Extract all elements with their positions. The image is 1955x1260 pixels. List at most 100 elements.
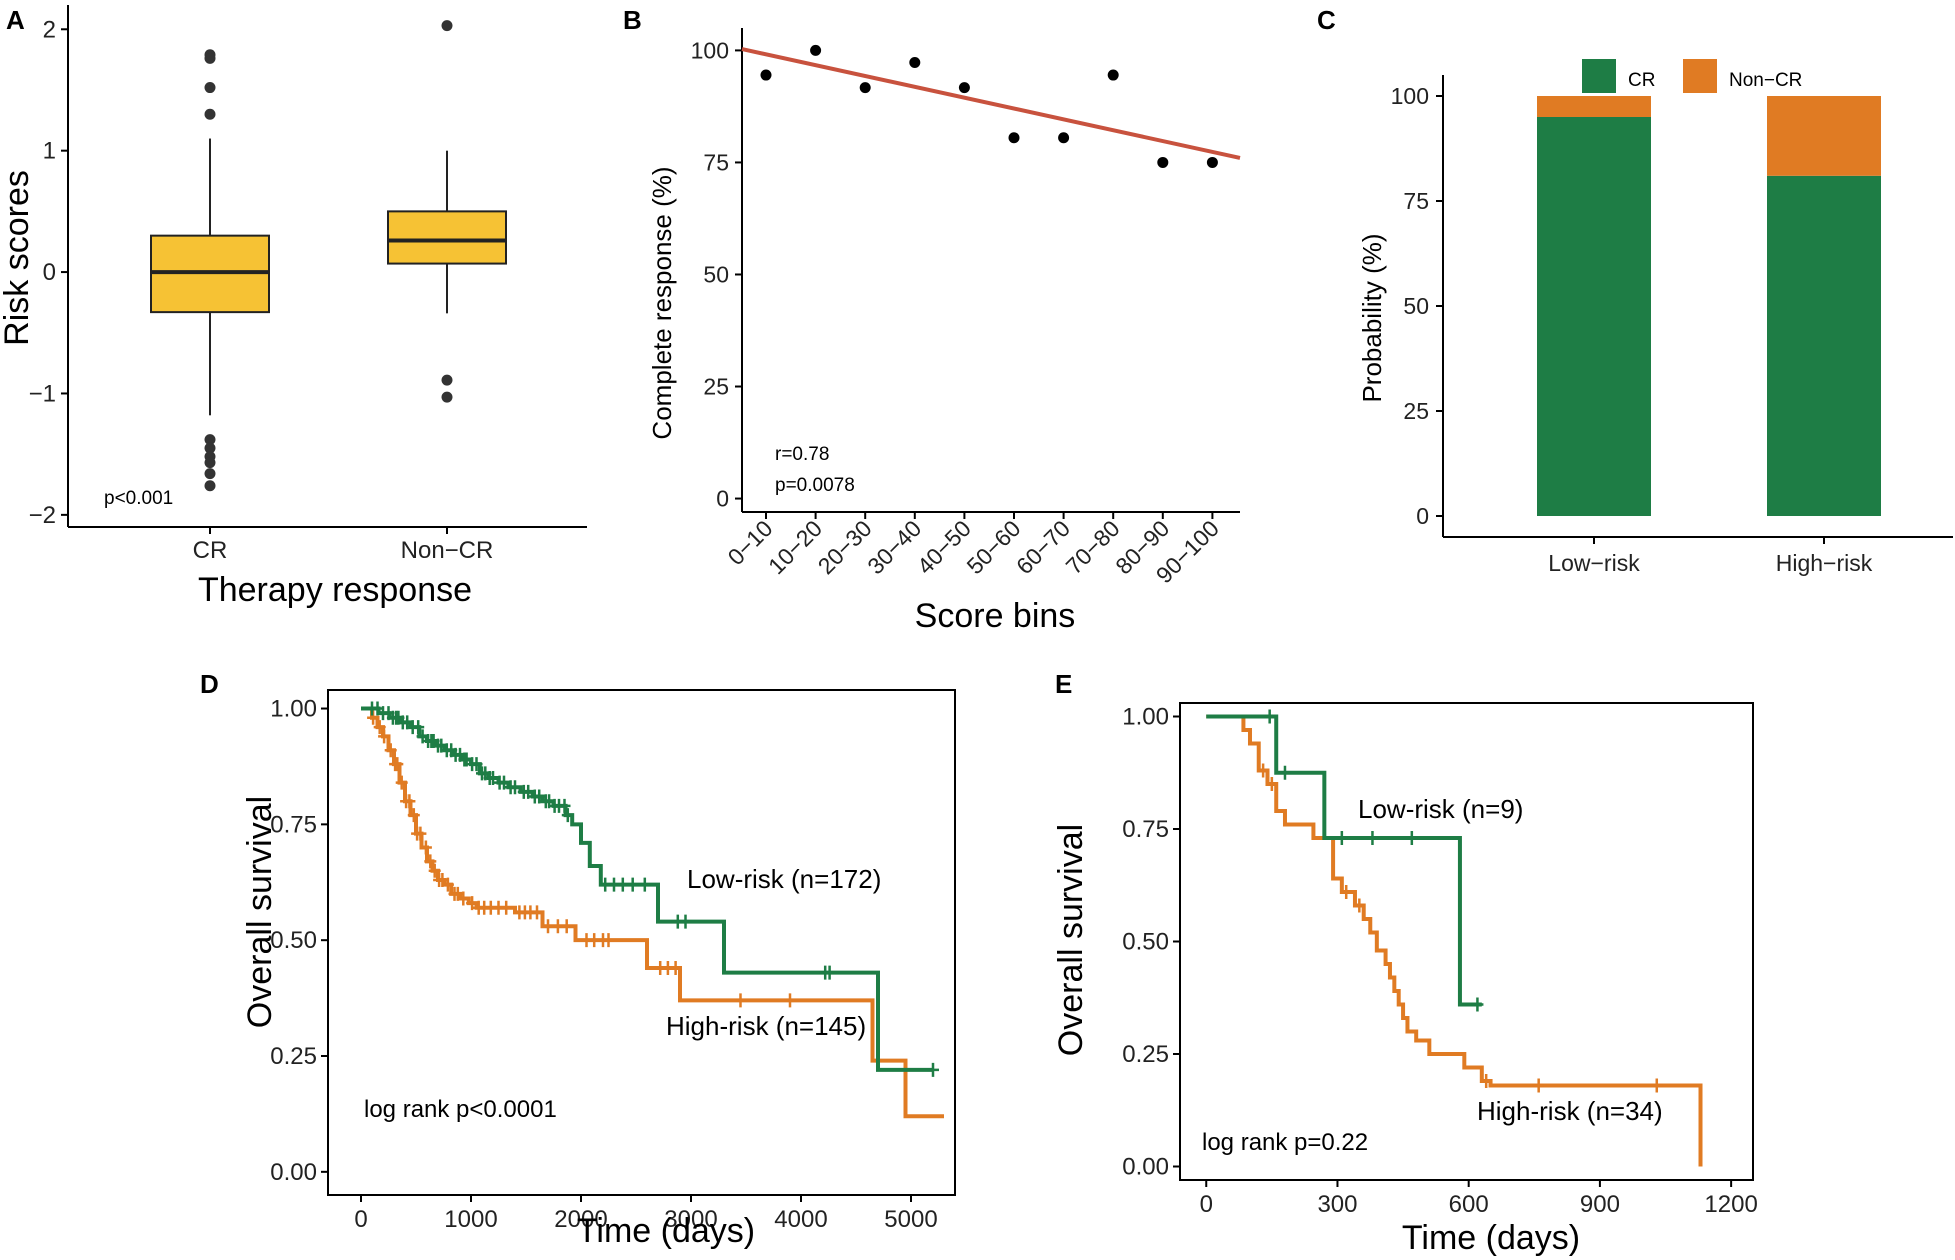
data-point xyxy=(909,57,921,69)
y-axis-title: Complete response (%) xyxy=(647,166,677,439)
y-tick-label: 0.00 xyxy=(270,1159,317,1186)
censor-mark xyxy=(1532,1078,1545,1093)
data-point xyxy=(760,69,772,81)
censor-mark xyxy=(457,891,470,906)
y-axis-title: Overall survival xyxy=(241,796,279,1028)
outlier-point xyxy=(204,108,216,120)
y-tick-label: −1 xyxy=(29,380,56,407)
panel-d-survival-plot: 0.00 0.25 0.50 0.75 1.00 0 1000 2000 3000 4000 50… xyxy=(241,689,956,1250)
censor-mark xyxy=(522,784,535,799)
x-tick-label: 20−30 xyxy=(813,515,877,579)
data-point xyxy=(1008,132,1020,144)
legend: CR Non−CR xyxy=(1582,59,1802,93)
x-tick-label: 10−20 xyxy=(763,515,827,579)
panel-c-stacked-bar-chart: 0 25 50 75 100 Low−risk High−risk CR Non−CR P… xyxy=(1357,59,1953,576)
censor-mark xyxy=(373,720,386,735)
data-point xyxy=(1107,69,1119,81)
x-tick-label: 3000 xyxy=(664,1206,717,1233)
censor-mark xyxy=(378,729,391,744)
censor-mark xyxy=(734,993,747,1008)
censor-mark xyxy=(1471,997,1484,1012)
x-tick-label: 0 xyxy=(1200,1191,1213,1218)
censor-mark xyxy=(1278,765,1291,780)
panel-e-survival-plot: 0.00 0.25 0.50 0.75 1.00 0 300 600 900 1200 Low-… xyxy=(1052,702,1758,1257)
y-tick-label: 0.25 xyxy=(270,1043,317,1070)
x-tick-label: 0 xyxy=(354,1206,367,1233)
censor-mark xyxy=(466,896,479,911)
y-tick-label: 0.50 xyxy=(270,927,317,954)
box-iqr xyxy=(387,210,507,265)
y-tick-label: 25 xyxy=(703,374,729,400)
panel-a-box-plot: −2 −1 0 1 2 CR Non−CR p<0.001 Therapy respons… xyxy=(0,5,587,609)
y-tick-label: 0.75 xyxy=(1122,816,1169,843)
outlier-point xyxy=(204,52,216,64)
correlation-annotation: r=0.78 xyxy=(775,444,829,465)
censor-mark xyxy=(384,743,397,758)
y-tick-label: 0.25 xyxy=(1122,1041,1169,1068)
y-tick-label: 75 xyxy=(703,149,729,175)
censor-mark xyxy=(626,877,639,892)
y-tick-label: 0 xyxy=(1416,503,1429,529)
bar-segment-non-cr xyxy=(1767,96,1881,176)
censor-mark xyxy=(602,933,615,948)
y-tick-label: 1.00 xyxy=(270,696,317,723)
legend-swatch-non-cr xyxy=(1683,59,1717,93)
censor-mark xyxy=(1650,1078,1663,1093)
x-axis-title: Time (days) xyxy=(577,1212,755,1250)
low-risk-group-label: Low-risk (n=9) xyxy=(1358,794,1523,824)
legend-label-non-cr: Non−CR xyxy=(1729,70,1802,91)
y-tick-label: 1 xyxy=(43,138,56,165)
y-tick-label: −2 xyxy=(29,502,56,529)
legend-swatch-cr xyxy=(1582,59,1616,93)
censor-mark xyxy=(407,808,420,823)
outlier-point xyxy=(204,468,216,480)
x-tick-label: 4000 xyxy=(774,1206,827,1233)
censor-mark xyxy=(1340,885,1353,899)
y-tick-label: 50 xyxy=(703,261,729,287)
panel-label-a: A xyxy=(6,5,25,35)
panel-label-e: E xyxy=(1055,669,1072,699)
censor-mark xyxy=(395,775,408,790)
censor-mark xyxy=(487,771,499,786)
bar-segment-non-cr xyxy=(1537,96,1651,117)
censor-mark xyxy=(531,905,543,920)
x-tick-label: Low−risk xyxy=(1548,550,1640,576)
y-tick-label: 100 xyxy=(691,37,729,63)
y-tick-label: 25 xyxy=(1403,398,1429,424)
outlier-point xyxy=(204,480,216,492)
y-tick-label: 1.00 xyxy=(1122,704,1169,731)
y-tick-label: 0.00 xyxy=(1122,1154,1169,1181)
x-tick-label: 60−70 xyxy=(1011,515,1075,579)
censor-mark xyxy=(558,798,571,813)
x-axis-title: Score bins xyxy=(915,597,1076,635)
data-point xyxy=(958,82,970,94)
bar-segment-cr xyxy=(1537,117,1651,516)
high-risk-group-label: High-risk (n=34) xyxy=(1477,1096,1663,1126)
censor-mark xyxy=(424,854,437,869)
y-axis-title: Probability (%) xyxy=(1357,233,1387,402)
censor-mark xyxy=(927,1062,939,1077)
low-risk-group-label: Low-risk (n=172) xyxy=(687,864,881,894)
x-tick-label: 5000 xyxy=(884,1206,937,1233)
censor-mark xyxy=(1257,763,1270,778)
x-axis-title: Time (days) xyxy=(1402,1219,1580,1257)
log-rank-annotation: log rank p=0.22 xyxy=(1202,1129,1368,1156)
y-axis-title: Risk scores xyxy=(0,170,36,346)
censor-mark xyxy=(1480,1074,1493,1088)
censor-mark xyxy=(509,780,521,795)
x-tick-label: 70−80 xyxy=(1061,515,1125,579)
censor-mark xyxy=(1265,777,1278,791)
outlier-point xyxy=(204,434,216,446)
data-point xyxy=(1206,156,1218,168)
outlier-point xyxy=(441,391,453,403)
p-value-annotation: p=0.0078 xyxy=(775,475,855,496)
outlier-point xyxy=(204,457,216,469)
x-tick-label: High−risk xyxy=(1776,550,1873,576)
p-value-annotation: p<0.001 xyxy=(104,488,173,509)
legend-label-cr: CR xyxy=(1628,70,1655,91)
x-tick-label: 50−60 xyxy=(961,515,1025,579)
outlier-point xyxy=(441,374,453,386)
x-axis-title: Therapy response xyxy=(198,571,472,609)
